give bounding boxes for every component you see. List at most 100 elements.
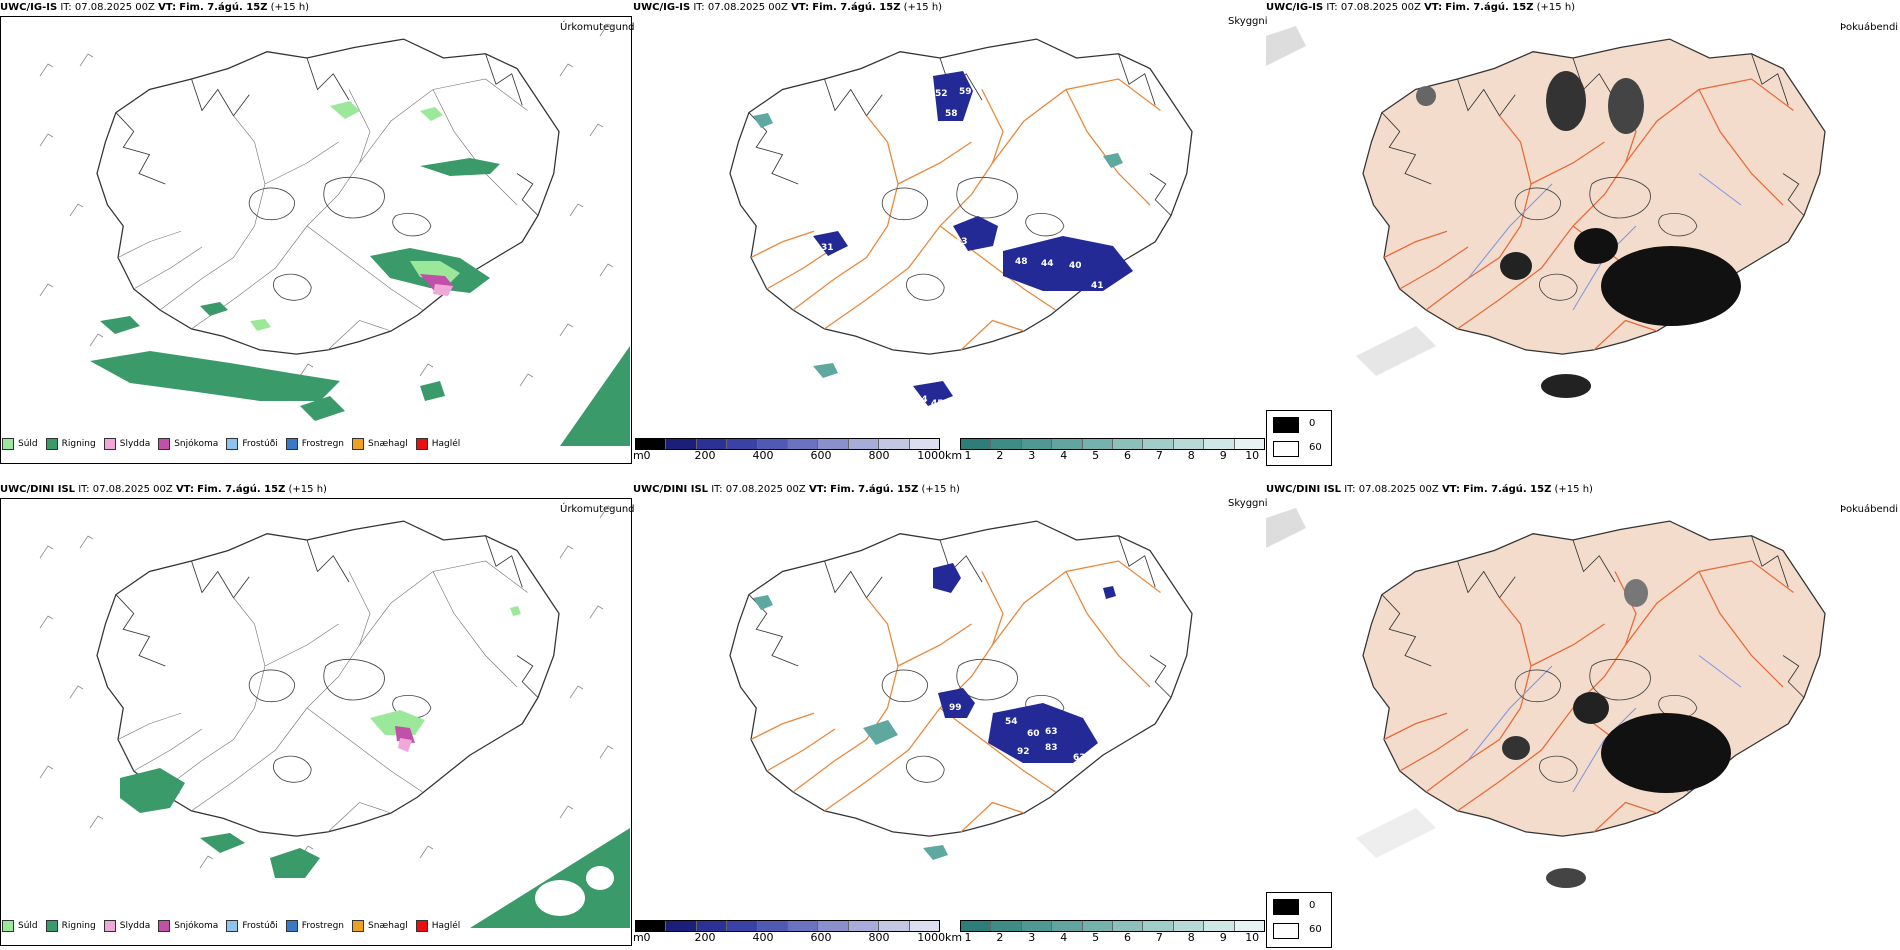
ocean-rain-area — [470, 828, 630, 928]
model-name: UWC/DINI ISL — [633, 484, 709, 495]
visibility-ticks: 1 2 3 4 5 6 7 8 9 10 — [964, 931, 1260, 944]
fog-legend: 0 60 — [1266, 410, 1332, 466]
legend-item: Snjókoma — [158, 438, 218, 450]
vt-value: Fim. 7.ágú. 15Z — [830, 484, 919, 495]
visibility-unit: km — [945, 449, 963, 462]
cloud-value: 54 — [1005, 717, 1018, 727]
ocean-rain-area — [560, 346, 630, 446]
panel-name: Skyggni — [1228, 498, 1268, 509]
vt-label: VT: — [1441, 484, 1460, 495]
legend-item: Súld — [2, 920, 38, 932]
legend-item: Haglél — [415, 920, 460, 932]
fog-panel-top: UWC/IG-IS IT: 07.08.2025 00Z VT: Fim. 7.… — [1266, 0, 1898, 466]
vt-label: VT: — [1424, 2, 1443, 13]
model-name: UWC/IG-IS — [633, 2, 691, 13]
precip-areas — [120, 606, 521, 878]
cloudbase-areas — [753, 71, 1133, 406]
legend-item: Snæhagl — [352, 438, 408, 450]
visibility-ticks: 1 2 3 4 5 6 7 8 9 10 — [964, 449, 1260, 462]
ocean-gap — [535, 880, 585, 916]
cloudbase-areas — [753, 563, 1116, 860]
it-label: IT: — [711, 484, 723, 495]
cloudbase-colorbar — [635, 920, 940, 932]
cloud-value: 59 — [959, 87, 972, 97]
visibility-colorbar — [960, 920, 1265, 932]
cloud-value: 60 — [1027, 729, 1040, 739]
cloud-value: 40 — [1069, 261, 1082, 271]
panel-name: Úrkomutegund — [560, 22, 635, 33]
vt-label: VT: — [791, 2, 810, 13]
model-name: UWC/DINI ISL — [1266, 484, 1342, 495]
fog-panel-bottom: UWC/DINI ISL IT: 07.08.2025 00Z VT: Fim.… — [1266, 482, 1898, 948]
panel-title: UWC/DINI ISL IT: 07.08.2025 00Z VT: Fim.… — [1266, 484, 1593, 495]
cloudbase-unit: m — [633, 931, 644, 944]
model-name: UWC/DINI ISL — [0, 484, 76, 495]
panel-title: UWC/IG-IS IT: 07.08.2025 00Z VT: Fim. 7.… — [0, 2, 309, 13]
cloudbase-labels: 43 48 44 40 41 31 44 45 41 52 58 59 — [821, 87, 1104, 415]
it-label: IT: — [60, 2, 72, 13]
cloud-value: 92 — [1017, 747, 1030, 757]
fog-areas — [1416, 71, 1741, 398]
legend-item: Frostregn — [285, 438, 344, 450]
model-name: UWC/IG-IS — [1266, 2, 1324, 13]
cloudbase-labels: 99 54 60 63 92 83 63 — [949, 703, 1086, 763]
legend-item: Frostregn — [285, 920, 344, 932]
precip-areas — [90, 101, 500, 421]
cloud-value: 99 — [949, 703, 962, 713]
cloudbase-panel-top: UWC/IG-IS IT: 07.08.2025 00Z VT: Fim. 7.… — [633, 0, 1268, 466]
legend-item: Rigning — [45, 920, 96, 932]
it-label: IT: — [78, 484, 90, 495]
wind-barbs — [39, 505, 614, 869]
visibility-unit: km — [945, 931, 963, 944]
legend-item: Snæhagl — [352, 920, 408, 932]
it-value: 07.08.2025 00Z — [1358, 484, 1439, 495]
it-label: IT: — [1344, 484, 1356, 495]
vt-label: VT: — [175, 484, 194, 495]
cloudbase-colorbar — [635, 438, 940, 450]
precip-map — [39, 505, 630, 928]
cloudbase-unit: m — [633, 449, 644, 462]
cloud-value: 41 — [941, 405, 954, 415]
panel-name: Þokuábendi — [1840, 22, 1899, 33]
cloud-value: 41 — [1091, 281, 1104, 291]
panel-title: UWC/IG-IS IT: 07.08.2025 00Z VT: Fim. 7.… — [1266, 2, 1575, 13]
panel-title: UWC/IG-IS IT: 07.08.2025 00Z VT: Fim. 7.… — [633, 2, 942, 13]
cloudbase-ticks: 0 200 400 600 800 1000 — [643, 449, 946, 462]
cloud-value: 83 — [1045, 743, 1058, 753]
precip-map — [39, 23, 630, 446]
lead-time: (+15 h) — [288, 484, 327, 495]
map-frame — [0, 16, 632, 464]
fog-legend-value: 60 — [1309, 924, 1322, 935]
lead-time: (+15 h) — [270, 2, 310, 13]
fog-legend-value: 60 — [1309, 442, 1322, 453]
legend-item: Slydda — [103, 438, 150, 450]
cloud-value: 43 — [955, 237, 968, 247]
vt-value: Fim. 7.ágú. 15Z — [179, 2, 268, 13]
it-value: 07.08.2025 00Z — [92, 484, 173, 495]
visibility-colorbar — [960, 438, 1265, 450]
cloud-value: 44 — [1041, 259, 1054, 269]
cloud-value: 45 — [931, 399, 944, 409]
it-label: IT: — [1326, 2, 1338, 13]
fog-legend: 0 60 — [1266, 892, 1332, 948]
it-label: IT: — [693, 2, 705, 13]
it-value: 07.08.2025 00Z — [707, 2, 788, 13]
cloud-value: 63 — [1045, 727, 1058, 737]
lead-time: (+15 h) — [1536, 2, 1576, 13]
legend-item: Slydda — [103, 920, 150, 932]
panel-title: UWC/DINI ISL IT: 07.08.2025 00Z VT: Fim.… — [0, 484, 327, 495]
model-name: UWC/IG-IS — [0, 2, 58, 13]
vt-value: Fim. 7.ágú. 15Z — [812, 2, 901, 13]
vt-value: Fim. 7.ágú. 15Z — [1463, 484, 1552, 495]
ocean-gap — [586, 866, 614, 890]
precip-legend: Súld Rigning Slydda Snjókoma Frostúði Fr… — [2, 920, 468, 932]
precip-panel-top: UWC/IG-IS IT: 07.08.2025 00Z VT: Fim. 7.… — [0, 0, 635, 466]
legend-item: Snjókoma — [158, 920, 218, 932]
cloudbase-ticks: 0 200 400 600 800 1000 — [643, 931, 946, 944]
lead-time: (+15 h) — [903, 2, 943, 13]
map-frame — [0, 498, 632, 946]
lead-time: (+15 h) — [921, 484, 960, 495]
it-value: 07.08.2025 00Z — [74, 2, 155, 13]
cloudbase-map: 43 48 44 40 41 31 44 45 41 52 58 59 — [729, 38, 1193, 415]
fog-legend-value: 0 — [1309, 418, 1316, 429]
